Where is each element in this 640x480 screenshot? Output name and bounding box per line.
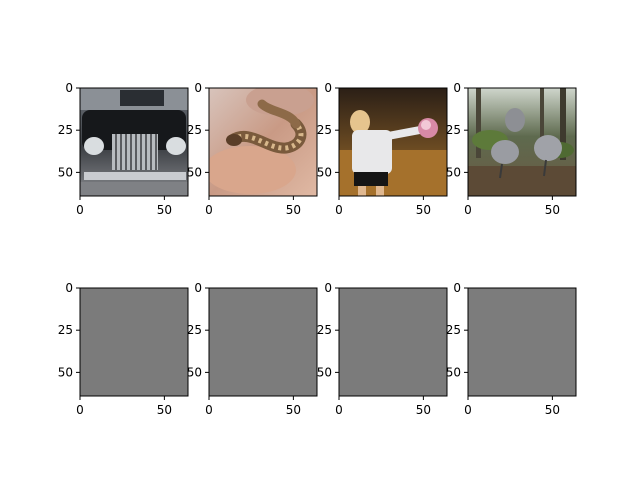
y-tick-label: 50 (58, 165, 73, 179)
x-tick-label: 50 (545, 203, 560, 217)
axes-frame (79, 87, 189, 197)
x-tick-label: 0 (464, 203, 472, 217)
axes-2: 0 50 0 25 50 (187, 81, 318, 217)
y-tick-label: 0 (194, 281, 202, 295)
x-tick-label: 0 (335, 403, 343, 417)
y-tick-label: 25 (58, 323, 73, 337)
axes-frame (467, 87, 577, 197)
axes-frame (79, 287, 189, 397)
y-tick-label: 0 (453, 81, 461, 95)
axes-frame (467, 287, 577, 397)
axes-frame (338, 87, 448, 197)
y-tick-label: 25 (317, 323, 332, 337)
x-tick-label: 0 (76, 403, 84, 417)
x-tick-label: 0 (335, 203, 343, 217)
y-tick-label: 0 (453, 281, 461, 295)
y-tick-label: 0 (194, 81, 202, 95)
y-tick-label: 50 (317, 165, 332, 179)
x-tick-label: 50 (416, 403, 431, 417)
y-tick-label: 25 (317, 123, 332, 137)
x-tick-label: 50 (286, 403, 301, 417)
y-tick-label: 25 (446, 123, 461, 137)
x-tick-label: 0 (464, 403, 472, 417)
y-tick-label: 50 (187, 165, 202, 179)
y-tick-label: 50 (446, 365, 461, 379)
image-panel-snake (209, 88, 317, 196)
y-tick-label: 50 (187, 365, 202, 379)
axes-7: 0 50 0 25 50 (317, 281, 448, 417)
image-panel-gray-1 (80, 288, 188, 396)
axes-frame (338, 287, 448, 397)
axes-5: 0 50 0 25 50 (58, 281, 189, 417)
y-tick-label: 50 (317, 365, 332, 379)
y-tick-label: 50 (446, 165, 461, 179)
image-panel-gray-4 (468, 288, 576, 396)
x-tick-label: 50 (286, 203, 301, 217)
x-tick-label: 50 (545, 403, 560, 417)
image-panel-turkeys (468, 88, 576, 196)
y-tick-label: 25 (58, 123, 73, 137)
axes-frame (208, 87, 318, 197)
axes-frame (208, 287, 318, 397)
image-panel-volleyball (339, 88, 447, 196)
axes-4: 0 50 0 25 50 (446, 81, 577, 217)
axes-3: 0 50 0 25 50 (317, 81, 448, 217)
y-tick-label: 25 (446, 323, 461, 337)
axes-8: 0 50 0 25 50 (446, 281, 577, 417)
image-panel-gray-3 (339, 288, 447, 396)
x-tick-label: 50 (157, 203, 172, 217)
image-panel-car (80, 88, 188, 196)
y-tick-label: 0 (324, 281, 332, 295)
y-tick-label: 25 (187, 323, 202, 337)
y-tick-label: 0 (324, 81, 332, 95)
x-tick-label: 50 (157, 403, 172, 417)
y-tick-label: 0 (65, 81, 73, 95)
axes-6: 0 50 0 25 50 (187, 281, 318, 417)
x-tick-label: 0 (205, 203, 213, 217)
x-tick-label: 0 (76, 203, 84, 217)
y-tick-label: 0 (65, 281, 73, 295)
x-tick-label: 0 (205, 403, 213, 417)
y-tick-label: 25 (187, 123, 202, 137)
x-tick-label: 50 (416, 203, 431, 217)
image-panel-gray-2 (209, 288, 317, 396)
y-tick-label: 50 (58, 365, 73, 379)
axes-1: 0 50 0 25 50 (58, 81, 189, 217)
